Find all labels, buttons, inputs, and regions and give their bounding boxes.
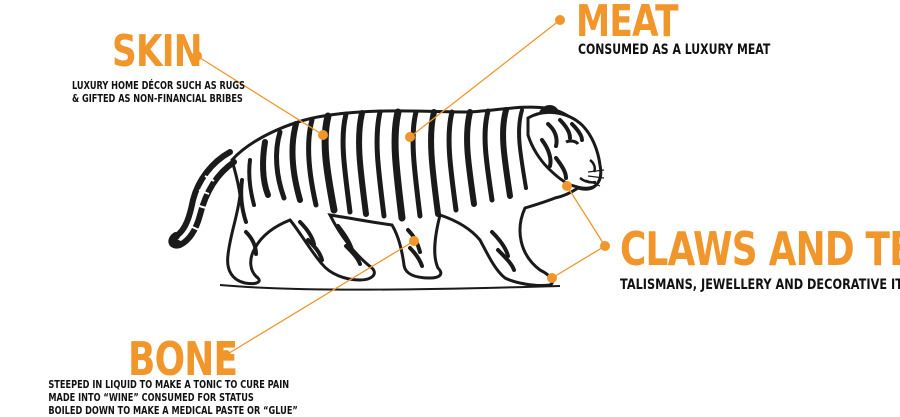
claw-body-dot — [547, 273, 557, 283]
claws-description-line: TALISMANS, JEWELLERY AND DECORATIVE ITEM… — [620, 277, 900, 293]
claws-heading: CLAWS AND TEETH — [620, 222, 900, 276]
claws-leader-line-upper — [566, 185, 606, 247]
bone-description-line: STEEPED IN LIQUID TO MAKE A TONIC TO CUR… — [48, 379, 290, 391]
bone-description-line: MADE INTO “WINE” CONSUMED FOR STATUS — [48, 391, 254, 404]
tiger-stripes — [239, 107, 528, 224]
claws-heading-dot — [600, 241, 610, 251]
skin-leader-line — [196, 55, 324, 136]
leader-lines — [196, 19, 606, 356]
leader-dots — [192, 15, 610, 360]
tiger-tail — [169, 149, 237, 249]
meat-body-dot — [405, 132, 415, 142]
skin-label-block: SKIN — [112, 30, 227, 74]
meat-description: CONSUMED AS A LUXURY MEAT — [578, 42, 825, 60]
meat-description-line: CONSUMED AS A LUXURY MEAT — [578, 42, 771, 58]
bone-description-line: BOILED DOWN TO MAKE A MEDICAL PASTE OR “… — [48, 404, 298, 417]
tiger-head — [526, 110, 603, 190]
claws-leader-line-lower — [551, 245, 606, 279]
bone-heading-dot — [221, 350, 231, 360]
bone-heading: BONE — [128, 332, 238, 386]
skin-description-line: & GIFTED AS NON-FINANCIAL BRIBES — [72, 93, 243, 106]
skin-description-line: LUXURY HOME DÉCOR SUCH AS RUGS — [72, 80, 246, 92]
bone-leader-line — [225, 240, 415, 356]
skin-body-dot — [318, 130, 328, 140]
skin-description: LUXURY HOME DÉCOR SUCH AS RUGS & GIFTED … — [28, 80, 246, 106]
claws-description: TALISMANS, JEWELLERY AND DECORATIVE ITEM… — [620, 276, 900, 294]
meat-heading-dot — [555, 15, 565, 25]
meat-heading: MEAT — [576, 0, 679, 47]
tiger-illustration — [168, 105, 605, 291]
bone-label-block: BONE — [128, 336, 268, 382]
meat-label-block: MEAT — [576, 0, 707, 44]
meat-leader-line — [409, 19, 561, 138]
skin-heading-dot — [192, 51, 202, 61]
bone-body-dot — [409, 236, 419, 246]
teeth-body-dot — [562, 181, 572, 191]
skin-heading: SKIN — [112, 26, 202, 77]
bone-description: STEEPED IN LIQUID TO MAKE A TONIC TO CUR… — [0, 379, 298, 417]
claws-label-block: CLAWS AND TEETH — [620, 226, 900, 272]
